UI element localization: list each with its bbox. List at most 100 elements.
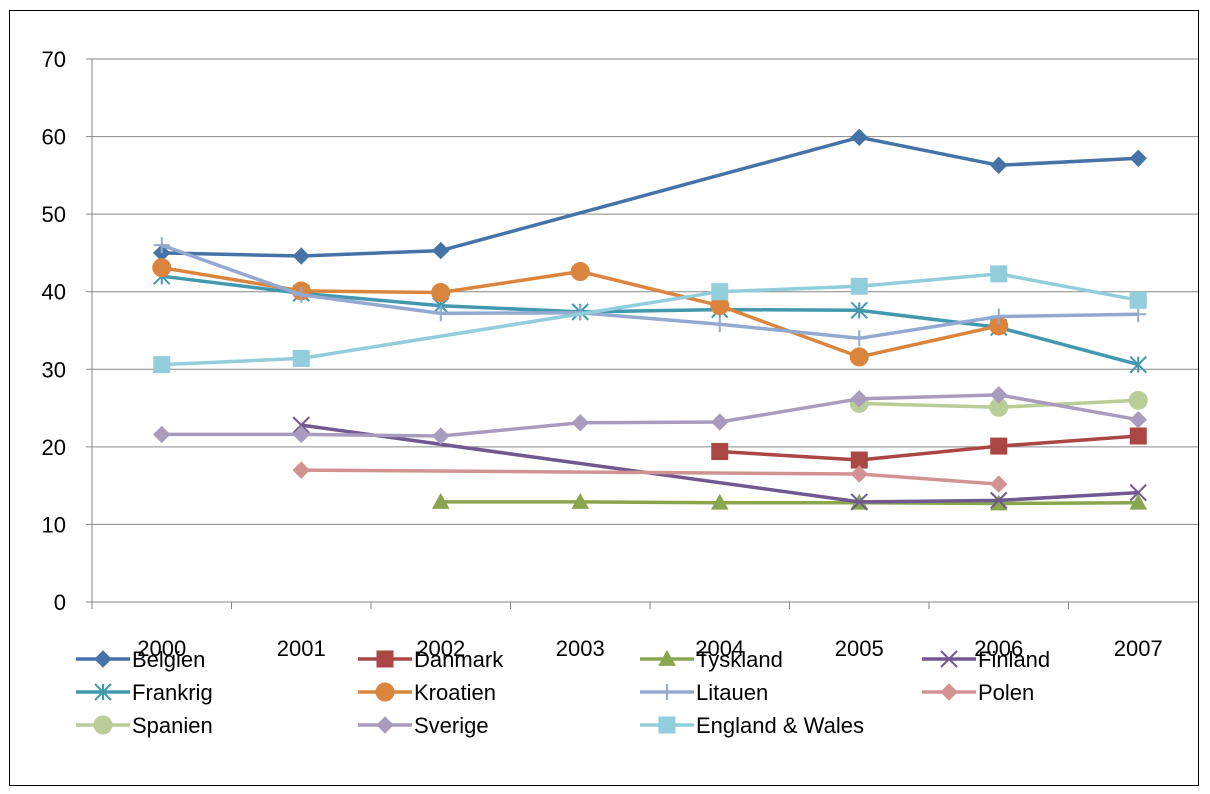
- series-lines: [152, 128, 1148, 511]
- series-line-polen: [301, 468, 999, 486]
- y-tick-label: 0: [54, 590, 66, 615]
- legend-item-kroatien: Kroatien: [358, 680, 496, 705]
- data-point-spanien: [1128, 390, 1148, 410]
- legend-marker-frankrig: [94, 683, 112, 701]
- y-tick-label: 30: [42, 357, 66, 382]
- data-point-tyskland: [431, 492, 450, 509]
- data-point-tyskland: [989, 494, 1008, 511]
- series-belgien: [153, 128, 1147, 265]
- data-point-england-wales: [153, 356, 171, 374]
- data-point-danmark: [1129, 427, 1147, 445]
- data-point-litauen: [153, 237, 170, 254]
- x-tick-label: 2004: [695, 636, 744, 661]
- legend-marker-sverige: [376, 716, 394, 734]
- series-line-england-wales: [161, 272, 1139, 367]
- data-point-tyskland: [1129, 493, 1148, 510]
- data-point-sverige: [990, 386, 1008, 404]
- data-point-tyskland: [571, 492, 590, 509]
- data-point-kroatien: [152, 258, 172, 278]
- legend-label-polen: Polen: [978, 680, 1034, 705]
- data-point-kroatien: [849, 347, 869, 367]
- y-tick-label: 60: [42, 125, 66, 150]
- series-polen: [292, 461, 1008, 493]
- series-line-finland: [301, 423, 1139, 504]
- legend-marker-kroatien: [375, 682, 395, 702]
- series-line-sverige: [161, 393, 1139, 438]
- data-point-litauen: [432, 305, 449, 322]
- legend-item-spanien: Spanien: [76, 713, 213, 738]
- legend-marker-spanien: [93, 715, 113, 735]
- data-point-frankrig: [850, 301, 868, 320]
- series-sverige: [153, 386, 1147, 445]
- legend-marker-england-wales: [658, 716, 676, 734]
- legend-item-polen: Polen: [922, 680, 1034, 705]
- x-tick-label: 2007: [1114, 636, 1163, 661]
- gridlines: [92, 58, 1198, 525]
- legend-label-belgien: Belgien: [132, 647, 205, 672]
- series-line-tyskland: [440, 500, 1139, 506]
- legend-marker-finland: [940, 650, 958, 668]
- data-point-frankrig: [1129, 355, 1147, 374]
- data-point-finland: [990, 491, 1008, 510]
- data-point-danmark: [711, 443, 729, 461]
- legend-item-frankrig: Frankrig: [76, 680, 213, 705]
- legend-marker-belgien: [94, 650, 112, 668]
- x-tick-label: 2002: [416, 636, 465, 661]
- legend-item-danmark: Danmark: [358, 647, 504, 672]
- data-point-danmark: [990, 437, 1008, 455]
- data-point-tyskland: [710, 493, 729, 510]
- series-line-frankrig: [161, 274, 1139, 367]
- legend-marker-tyskland: [658, 649, 676, 666]
- legend-label-spanien: Spanien: [132, 713, 213, 738]
- legend: Belgien Danmark Tyskland Finland Frankrig Kro…: [76, 647, 1050, 738]
- legend-label-danmark: Danmark: [414, 647, 504, 672]
- legend-item-sverige: Sverige: [358, 713, 489, 738]
- y-tick-label: 70: [42, 47, 66, 72]
- data-point-sverige: [153, 425, 171, 444]
- data-point-belgien: [1129, 149, 1147, 167]
- legend-label-sverige: Sverige: [414, 713, 489, 738]
- data-point-belgien: [292, 247, 310, 265]
- chart-frame: 0 10 20 30 40 50 60 70 2000 2001 2002 2003 2004 2005 2…: [9, 10, 1199, 786]
- data-point-finland: [1129, 483, 1147, 502]
- legend-item-litauen: Litauen: [640, 680, 768, 705]
- data-point-england-wales: [1129, 291, 1147, 309]
- legend-item-tyskland: Tyskland: [640, 647, 783, 672]
- data-point-litauen: [990, 308, 1007, 325]
- data-point-kroatien: [570, 262, 590, 282]
- data-point-sverige: [432, 427, 450, 445]
- data-point-litauen: [711, 316, 728, 333]
- series-danmark: [711, 427, 1147, 469]
- data-point-sverige: [1129, 411, 1147, 429]
- data-point-sverige: [292, 425, 310, 444]
- data-point-sverige: [571, 414, 589, 432]
- data-point-finland: [292, 416, 310, 434]
- data-point-england-wales: [711, 283, 729, 301]
- legend-label-kroatien: Kroatien: [414, 680, 496, 705]
- data-point-england-wales: [292, 349, 310, 367]
- data-point-polen: [850, 465, 868, 483]
- legend-item-england-wales: England & Wales: [640, 713, 864, 738]
- y-tick-label: 50: [42, 202, 66, 227]
- legend-marker-polen: [940, 683, 958, 701]
- legend-label-finland: Finland: [978, 647, 1050, 672]
- series-line-belgien: [161, 135, 1139, 258]
- legend-label-england-wales: England & Wales: [696, 713, 864, 738]
- legend-marker-litauen: [659, 684, 675, 700]
- data-point-belgien: [432, 241, 450, 260]
- data-point-belgien: [850, 128, 868, 147]
- data-point-sverige: [850, 390, 868, 408]
- series-finland: [292, 416, 1147, 511]
- legend-label-litauen: Litauen: [696, 680, 768, 705]
- series-line-danmark: [719, 434, 1139, 462]
- data-point-litauen: [293, 286, 310, 303]
- data-point-finland: [850, 493, 868, 511]
- x-tick-label: 2005: [835, 636, 884, 661]
- legend-item-finland: Finland: [922, 647, 1050, 672]
- legend-label-frankrig: Frankrig: [132, 680, 213, 705]
- series-line-litauen: [161, 243, 1139, 341]
- axes: 0 10 20 30 40 50 60 70 2000 2001 2002 2003 2004 2005 2…: [42, 47, 1198, 661]
- data-point-kroatien: [431, 282, 451, 302]
- data-point-belgien: [990, 156, 1008, 174]
- data-point-england-wales: [850, 277, 868, 295]
